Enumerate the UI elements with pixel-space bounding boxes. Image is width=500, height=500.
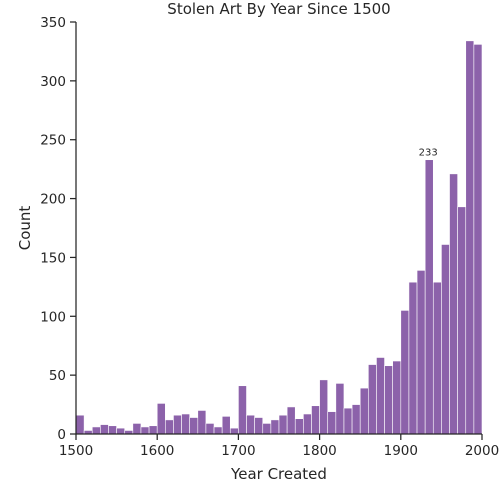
bar-1980 — [465, 40, 475, 435]
bar-1750 — [278, 414, 288, 435]
y-tick-label: 150 — [40, 250, 66, 266]
y-tick-label: 300 — [40, 74, 66, 90]
bar-annotation: 233 — [419, 148, 438, 159]
bar-1770 — [294, 418, 304, 435]
x-tick-label: 1600 — [140, 443, 174, 459]
bar-1500 — [75, 414, 85, 435]
bar-1630 — [181, 413, 190, 435]
bar-1520 — [91, 426, 101, 435]
x-axis: 1500 1600 1700 1800 1900 2000 — [59, 433, 499, 459]
bar-1930 — [424, 159, 434, 435]
bar-1800 — [319, 379, 329, 435]
bar-1580 — [140, 426, 150, 435]
bar-1730 — [262, 423, 272, 435]
bar-1720 — [254, 417, 264, 435]
bar-1830 — [343, 407, 353, 435]
bar-1610 — [165, 419, 174, 435]
bar-1940 — [432, 281, 442, 435]
y-tick-label: 100 — [40, 309, 66, 325]
x-axis-label: Year Created — [230, 465, 327, 483]
bar-1620 — [173, 414, 182, 435]
x-tick-label: 1900 — [384, 443, 418, 459]
bar-1860 — [368, 364, 377, 435]
x-tick-label: 2000 — [465, 443, 499, 459]
bar-1900 — [400, 310, 410, 435]
x-tick-label: 1800 — [302, 443, 336, 459]
bar-1910 — [408, 281, 418, 435]
chart-title: Stolen Art By Year Since 1500 — [167, 0, 390, 18]
bar-1540 — [108, 425, 117, 435]
bar-1990 — [473, 44, 483, 435]
bar-1670 — [213, 426, 223, 435]
annotation-group: 233 — [419, 148, 438, 159]
bar-1970 — [457, 206, 467, 435]
bar-1850 — [359, 387, 369, 435]
bar-1590 — [148, 425, 158, 435]
bar-1680 — [221, 416, 231, 435]
bar-1740 — [270, 419, 280, 435]
bar-1640 — [189, 417, 199, 435]
y-tick-label: 350 — [40, 15, 66, 31]
bar-1790 — [311, 405, 320, 435]
y-tick-label: 200 — [40, 192, 66, 208]
bar-1810 — [327, 411, 337, 435]
bar-1600 — [156, 403, 166, 435]
bar-1820 — [335, 383, 345, 435]
bar-1870 — [376, 357, 385, 435]
bar-1950 — [441, 244, 450, 435]
bars-group — [75, 40, 483, 435]
bar-1550 — [116, 427, 126, 435]
bar-1530 — [100, 424, 109, 435]
bar-1700 — [238, 385, 247, 435]
bar-1960 — [449, 173, 458, 435]
bar-1780 — [303, 413, 312, 435]
x-tick-label: 1700 — [221, 443, 255, 459]
bar-1840 — [351, 404, 361, 435]
bar-1890 — [392, 360, 402, 435]
bar-1650 — [197, 410, 207, 435]
y-tick-label: 250 — [40, 133, 66, 149]
y-axis: 0 50 100 150 200 250 300 350 — [40, 15, 77, 443]
bar-1570 — [132, 423, 142, 435]
bar-1660 — [205, 423, 215, 435]
bar-1880 — [384, 365, 393, 435]
y-axis-label: Count — [16, 206, 34, 251]
y-tick-label: 50 — [49, 368, 66, 384]
bar-1760 — [286, 406, 296, 435]
bar-1690 — [229, 427, 239, 435]
y-tick-label: 0 — [57, 427, 66, 443]
bar-1710 — [246, 414, 255, 435]
x-tick-label: 1500 — [59, 443, 93, 459]
bar-1920 — [416, 270, 426, 435]
